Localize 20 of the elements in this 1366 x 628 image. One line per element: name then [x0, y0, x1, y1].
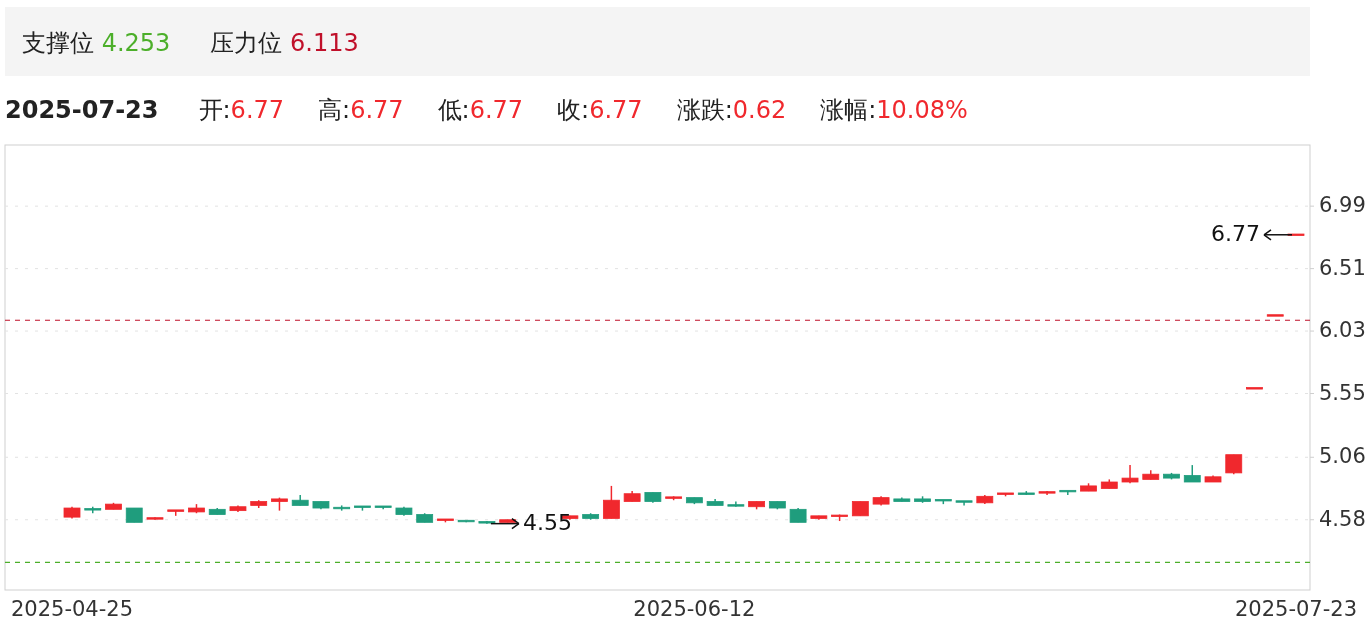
- y-tick-label: 5.55: [1319, 380, 1366, 405]
- annotation: 4.55: [522, 509, 572, 535]
- y-tick-label: 6.51: [1319, 255, 1366, 280]
- x-tick-label: 2025-07-23: [1234, 597, 1358, 621]
- y-tick-label: 6.99: [1319, 193, 1366, 218]
- y-tick-label: 4.58: [1319, 506, 1366, 531]
- text: 收:6.77: [557, 96, 643, 124]
- annotation: 6.77: [1211, 220, 1260, 246]
- text: 开:6.77: [198, 96, 285, 124]
- chart-subtitle: 2025-07-23: [5, 96, 159, 124]
- text: 涨幅:10.08%: [820, 96, 968, 124]
- text: 低:6.77: [437, 96, 524, 124]
- text: 涨跌:0.62: [676, 96, 787, 124]
- text: 高:6.77: [318, 96, 404, 124]
- y-tick-label: 5.06: [1319, 444, 1366, 469]
- x-tick-label: 2025-06-12: [633, 597, 756, 621]
- x-tick-label: 2025-04-25: [10, 597, 134, 621]
- text: 压力位 6.113: [210, 29, 359, 57]
- y-tick-label: 6.03: [1319, 318, 1366, 343]
- text: 支撑位 4.253: [22, 29, 171, 57]
